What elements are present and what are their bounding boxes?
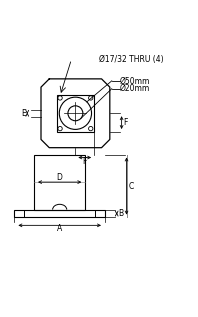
Bar [34, 155, 85, 210]
Text: Ø50mm: Ø50mm [120, 76, 150, 85]
Text: E: E [21, 109, 26, 118]
Bar [57, 94, 94, 132]
Text: A: A [57, 224, 62, 233]
Text: Ø17/32 THRU (4): Ø17/32 THRU (4) [99, 55, 164, 64]
Text: F: F [83, 157, 87, 165]
Text: C: C [128, 182, 133, 191]
Text: Ø20mm: Ø20mm [120, 84, 150, 93]
Text: D: D [57, 173, 63, 182]
Text: B: B [118, 209, 123, 218]
Bar [14, 210, 105, 217]
Text: F: F [123, 118, 128, 127]
